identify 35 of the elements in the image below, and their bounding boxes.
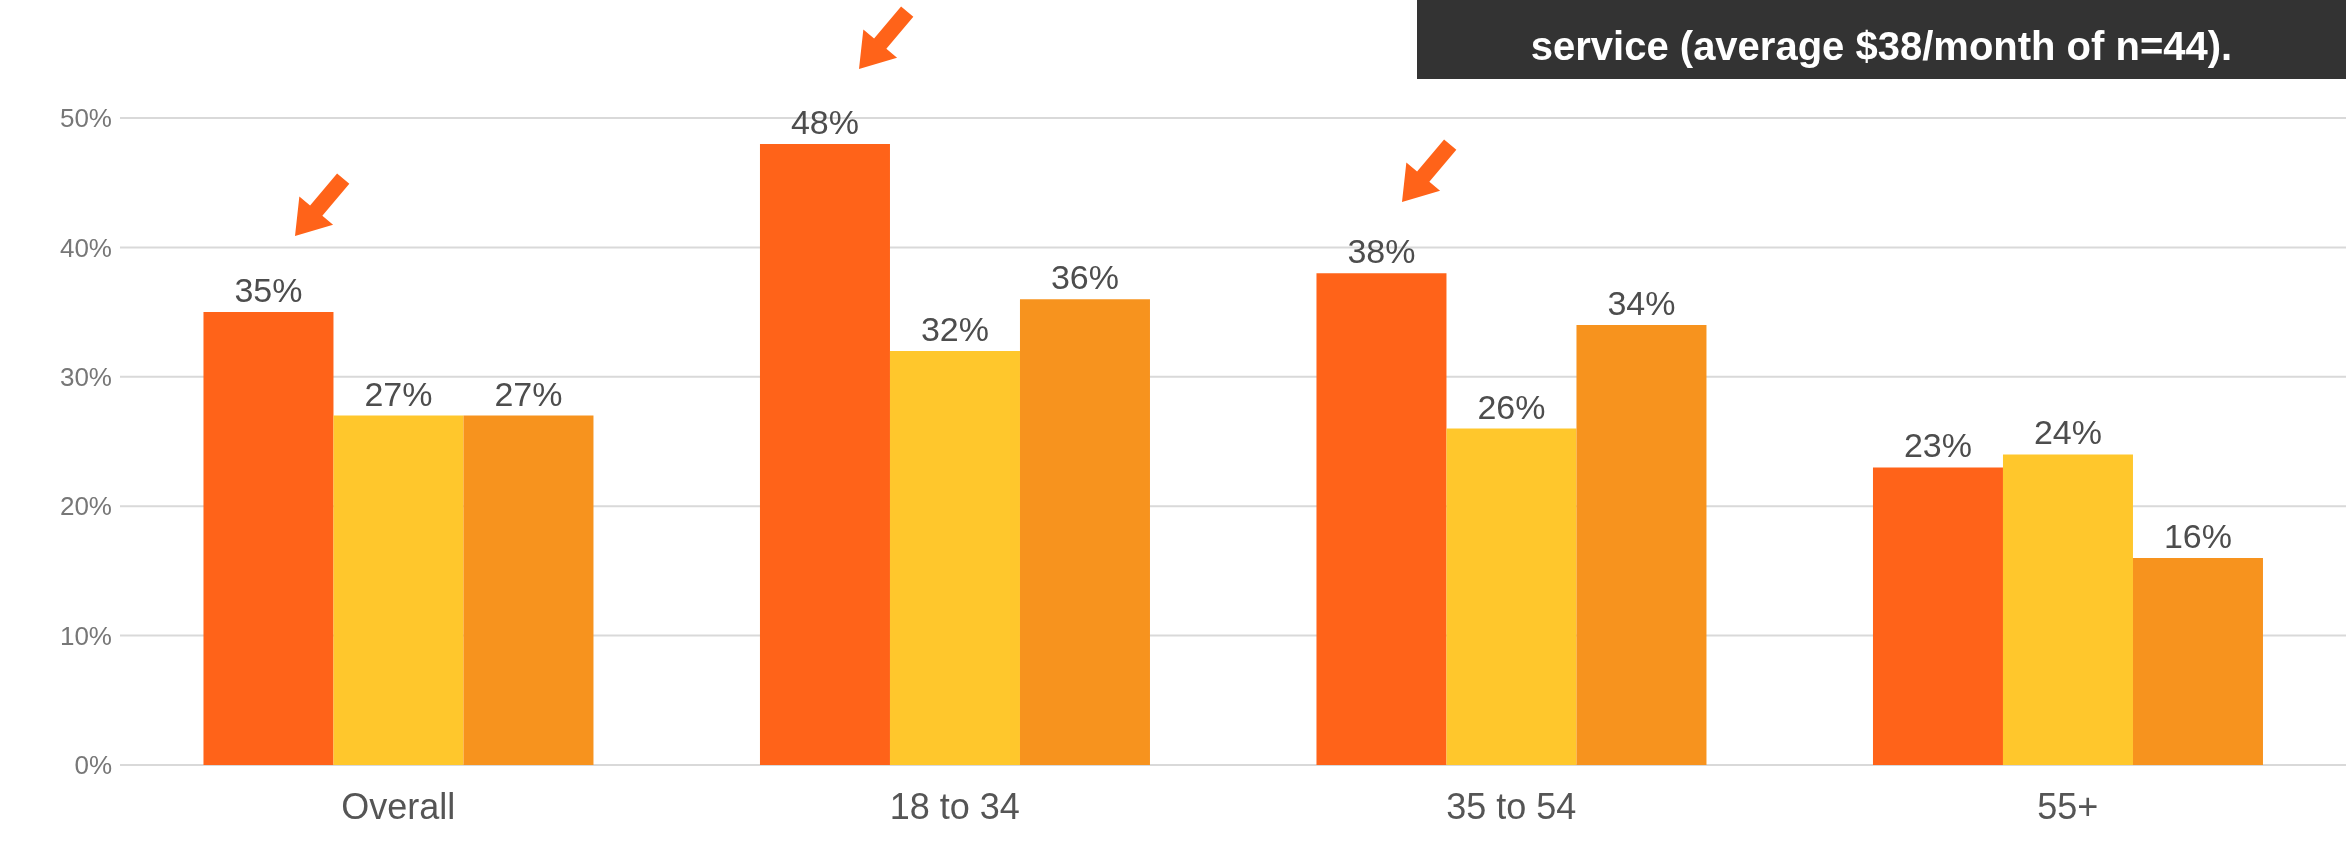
bar <box>1872 467 2003 765</box>
data-label: 36% <box>1050 258 1120 297</box>
data-label: 16% <box>2163 516 2233 555</box>
bar <box>463 415 594 765</box>
bar <box>1316 273 1447 765</box>
data-label: 26% <box>1477 387 1546 426</box>
data-label: 32% <box>920 309 990 348</box>
y-tick-label: 0% <box>74 750 112 781</box>
bar <box>1019 299 1150 765</box>
bar <box>203 312 334 765</box>
x-tick-label: 18 to 34 <box>889 785 1020 827</box>
data-label: 24% <box>2033 413 2103 452</box>
bar <box>759 143 890 765</box>
bar <box>889 350 1020 765</box>
x-tick-label: 55+ <box>2037 785 2099 827</box>
bar <box>1446 428 1577 765</box>
data-label: 27% <box>364 374 433 413</box>
y-tick-label: 40% <box>59 232 112 263</box>
bar <box>2132 557 2263 765</box>
bar <box>2002 454 2133 765</box>
y-tick-label: 20% <box>59 491 112 522</box>
data-label: 38% <box>1347 232 1416 271</box>
x-tick-label: 35 to 54 <box>1446 785 1577 827</box>
callout-box: service (average $38/month of n=44). <box>1417 0 2346 79</box>
y-tick-label: 50% <box>59 103 112 134</box>
data-label: 23% <box>1903 426 1973 465</box>
y-tick-label: 10% <box>59 620 112 651</box>
data-label: 48% <box>790 102 860 141</box>
data-label: 35% <box>234 271 303 310</box>
y-tick-label: 30% <box>59 362 112 393</box>
bar <box>1576 325 1707 765</box>
bar <box>333 415 464 765</box>
data-label: 27% <box>494 374 563 413</box>
x-tick-label: Overall <box>341 785 456 827</box>
data-label: 34% <box>1607 284 1676 323</box>
